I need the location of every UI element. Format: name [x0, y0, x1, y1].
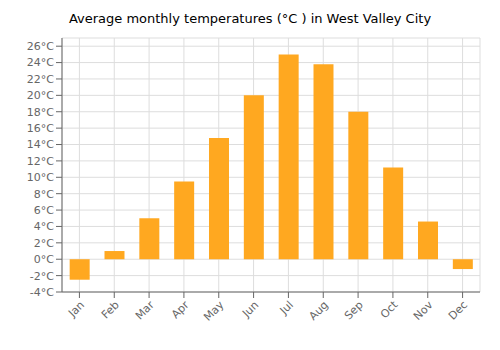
svg-text:12°C: 12°C — [27, 155, 54, 168]
svg-text:Jan: Jan — [65, 298, 87, 320]
svg-text:24°C: 24°C — [27, 56, 54, 69]
svg-text:Sep: Sep — [342, 298, 366, 322]
svg-text:4°C: 4°C — [34, 220, 54, 233]
svg-text:Aug: Aug — [307, 298, 331, 322]
svg-text:26°C: 26°C — [27, 40, 54, 53]
svg-text:Dec: Dec — [446, 298, 470, 322]
svg-text:-2°C: -2°C — [30, 270, 54, 283]
svg-text:Feb: Feb — [99, 298, 122, 321]
svg-text:8°C: 8°C — [34, 188, 54, 201]
svg-text:16°C: 16°C — [27, 122, 54, 135]
svg-text:-4°C: -4°C — [30, 286, 54, 299]
svg-text:Mar: Mar — [133, 298, 157, 322]
svg-text:Nov: Nov — [411, 298, 436, 323]
svg-text:6°C: 6°C — [34, 204, 54, 217]
svg-text:22°C: 22°C — [27, 73, 54, 86]
svg-text:10°C: 10°C — [27, 171, 54, 184]
svg-text:Apr: Apr — [169, 298, 192, 321]
html-text:Average monthly temperatures (: Average monthly temperatures (°C ) in We… — [68, 11, 432, 26]
svg-text:2°C: 2°C — [34, 237, 54, 250]
svg-text:14°C: 14°C — [27, 138, 54, 151]
svg-text:Oct: Oct — [378, 298, 401, 321]
svg-text:Jul: Jul — [277, 298, 296, 317]
svg-text:18°C: 18°C — [27, 106, 54, 119]
svg-text:20°C: 20°C — [27, 89, 54, 102]
svg-text:0°C: 0°C — [34, 253, 54, 266]
svg-text:Jun: Jun — [239, 298, 261, 320]
svg-text:May: May — [201, 298, 227, 324]
